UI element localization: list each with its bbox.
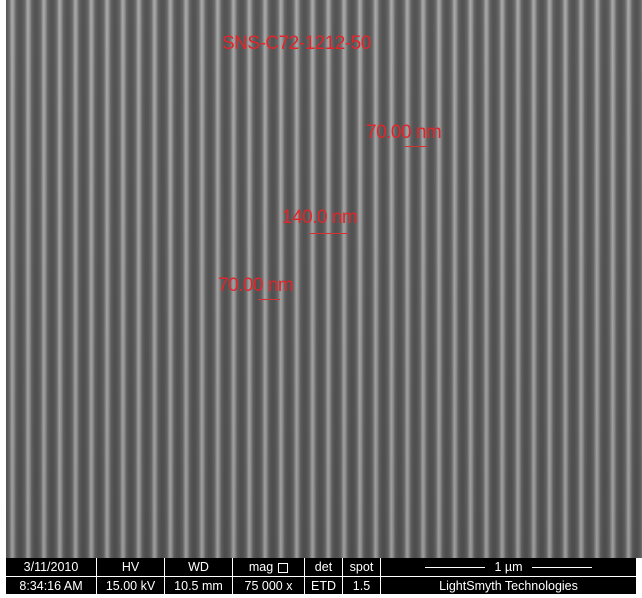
measure-line	[258, 299, 280, 300]
cell-header: spot	[343, 558, 380, 577]
company: LightSmyth Technologies	[439, 579, 578, 593]
info-cell: HV 15.00 kV	[97, 558, 165, 594]
info-cell: mag 75 000 x	[233, 558, 305, 594]
cell-value: 8:34:16 AM	[19, 579, 83, 593]
mag-icon	[278, 562, 289, 573]
measure-line	[405, 146, 427, 147]
annotation: 140.0 nm	[282, 207, 358, 228]
scale-cell: 1 µm LightSmyth Technologies	[381, 558, 636, 594]
info-cell: det ETD	[305, 558, 343, 594]
cell-value: ETD	[311, 579, 336, 593]
scale-line	[532, 567, 592, 568]
measure-line	[310, 233, 348, 234]
sample-title: SNS-C72-1212-50	[222, 33, 371, 54]
annotation: 70.00 nm	[218, 275, 294, 296]
scale-line	[425, 567, 485, 568]
cell-header: mag	[233, 558, 304, 577]
cell-header: WD	[165, 558, 232, 577]
info-bar: 3/11/2010 8:34:16 AM HV 15.00 kV WD 10.5 mm…	[6, 558, 636, 594]
cell-header: det	[305, 558, 342, 577]
info-cell: 3/11/2010 8:34:16 AM	[6, 558, 97, 594]
scale-label: 1 µm	[494, 560, 523, 574]
cell-value: 1.5	[352, 579, 371, 593]
cell-header: 3/11/2010	[6, 558, 96, 577]
cell-value: 10.5 mm	[174, 579, 223, 593]
cell-header: HV	[97, 558, 164, 577]
cell-header-text: mag	[248, 560, 274, 574]
sem-image	[6, 0, 642, 558]
annotation: 70.00 nm	[366, 122, 442, 143]
scale-bar: 1 µm	[381, 558, 636, 577]
info-cell: WD 10.5 mm	[165, 558, 233, 594]
info-cell: spot 1.5	[343, 558, 381, 594]
cell-value: 15.00 kV	[105, 579, 156, 593]
cell-value: 75 000 x	[244, 579, 293, 593]
